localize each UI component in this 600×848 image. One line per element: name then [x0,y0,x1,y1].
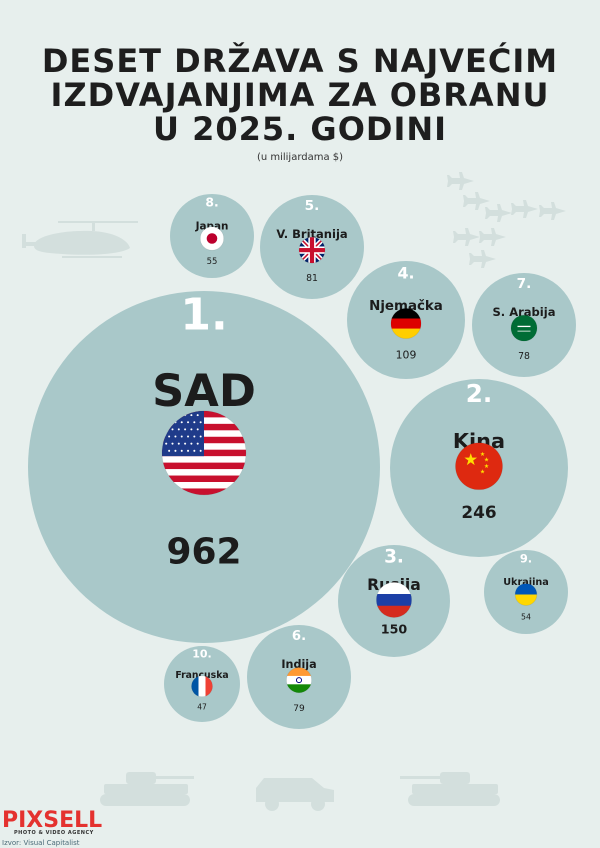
title-line-3: U 2025. GODINI [152,110,448,148]
bubble-japan: 8. Japan 55 [170,194,254,278]
bubble-ukrajina: 9. Ukrajina 54 [484,550,568,634]
value-label: 78 [518,351,530,362]
brand-tagline: PHOTO & VIDEO AGENCY [14,830,94,836]
subtitle: (u milijardama $) [256,152,344,163]
bubble-s-arabija: 7. S. Arabija 78 [472,273,576,377]
flag-us-icon [161,410,247,496]
country-label: Japan [195,220,229,232]
country-label: SAD [152,365,256,417]
rank-label: 4. [397,263,414,282]
flag-ru-icon [375,581,413,618]
svg-text:★: ★ [463,450,478,469]
bubble-v-britanija: 5. V. Britanija 81 [260,195,364,299]
bubble-sad: 1. SAD 962 [28,289,380,643]
rank-label: 8. [205,196,218,210]
page-title: DESET DRŽAVA S NAJVEĆIM IZDVAJANJIMA ZA … [0,44,600,146]
value-label: 81 [306,273,318,284]
brand-logo: PIXSELL [2,808,103,833]
title-line-1: DESET DRŽAVA S NAJVEĆIM [41,42,559,80]
flag-ua-icon [514,583,538,606]
country-label: S. Arabija [493,305,556,319]
value-label: 246 [461,502,496,522]
country-label: Njemačka [369,298,443,314]
armored-vehicle-icon [256,778,334,811]
title-line-2: IZDVAJANJIMA ZA OBRANU [50,76,550,114]
value-label: 47 [197,702,207,711]
tank-icon [100,772,194,806]
flag-fr-icon [191,675,213,698]
value-label: 962 [166,532,241,573]
rank-label: 1. [180,289,227,340]
country-label: V. Britanija [276,227,347,241]
flag-sa-icon [510,314,538,342]
country-label: Indija [281,658,316,671]
bubble-kina: 2.Kina★ ★★★★246 [390,379,568,557]
svg-text:★: ★ [484,457,489,464]
rank-label: 7. [517,276,532,292]
bubble-indija: 6. Indija 79 [247,625,351,729]
value-label: 54 [521,613,531,622]
bubble-francuska: 10. Francuska 47 [164,646,240,722]
value-label: 109 [396,349,417,362]
bubble-njemačka: 4. Njemačka 109 [347,261,465,379]
source-note: Izvor: Visual Capitalist [2,839,80,847]
flag-gb-icon [298,236,326,264]
rank-label: 10. [192,647,212,660]
flag-in-icon [285,667,312,694]
rank-label: 6. [292,629,306,644]
rank-label: 2. [466,379,493,408]
svg-text:★: ★ [484,463,489,470]
flag-cn-icon [455,442,503,491]
country-label: Francuska [175,670,228,681]
helicopter-icon [22,221,138,258]
bubble-rusija: 3.Rusija150 [338,545,450,657]
rank-label: 9. [520,551,532,565]
tank-icon [400,772,500,806]
svg-text:★: ★ [480,468,485,475]
flag-jp-icon [199,226,225,251]
rank-label: 3. [384,547,404,568]
value-label: 79 [293,704,305,714]
svg-text:★: ★ [480,451,485,458]
rank-label: 5. [305,198,320,214]
value-label: 150 [381,622,408,637]
value-label: 55 [207,256,218,266]
flag-de-icon [390,308,422,340]
country-label: Ukrajina [503,577,549,588]
fighter-jets-icon [447,172,566,268]
